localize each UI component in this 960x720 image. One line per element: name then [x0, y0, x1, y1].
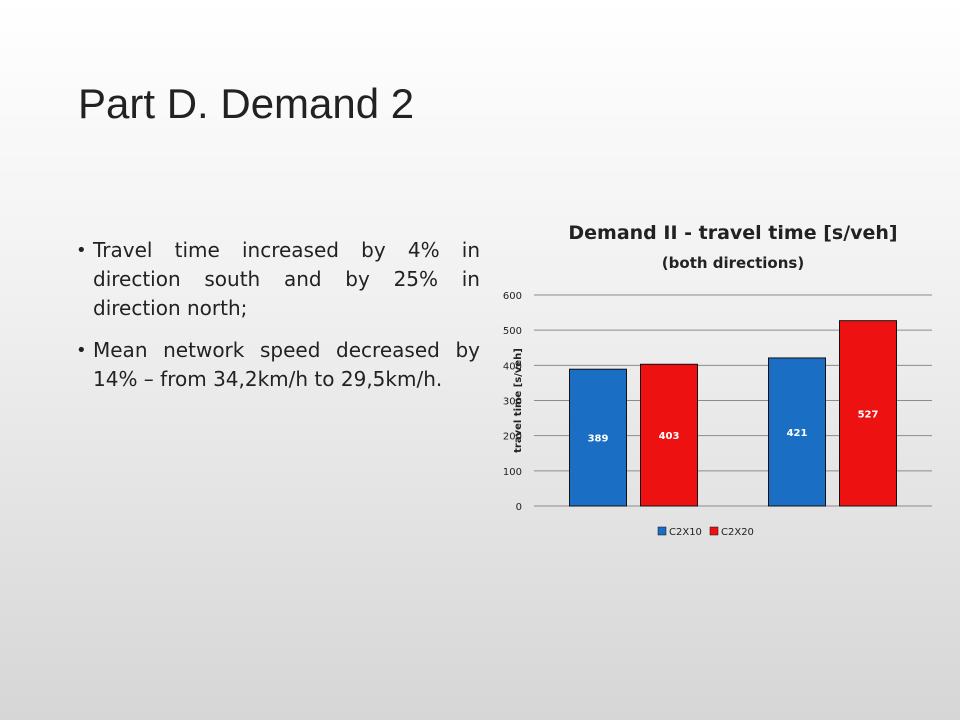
bullet-text: Travel time increased by 4% in direction… [93, 238, 480, 320]
y-axis-label: travel time [s/veh] [513, 348, 524, 453]
legend-swatch [709, 526, 719, 536]
chart-subtitle: (both directions) [661, 254, 805, 272]
legend-label: C2X10 [669, 527, 702, 538]
y-tick-label: 200 [503, 432, 522, 443]
bullet-list: • Travel time increased by 4% in directi… [76, 236, 480, 407]
chart-plot: 0 100 200 300 400 500 600 travel time [s/veh] 38… [503, 291, 932, 538]
bar-C2X20 [640, 363, 698, 507]
y-tick-label: 0 [516, 502, 522, 513]
chart: Demand II - travel time [s/veh] (both di… [500, 210, 940, 550]
legend-label: C2X20 [721, 527, 754, 538]
bar-C2X20 [839, 320, 897, 507]
chart-title: Demand II - travel time [s/veh] [568, 222, 898, 244]
y-tick-label: 600 [503, 291, 522, 302]
y-tick-label: 500 [503, 326, 522, 337]
y-tick-label: 100 [503, 467, 522, 478]
bullet-text: Mean network speed decreased by 14% – fr… [93, 338, 480, 391]
legend-swatch [657, 526, 667, 536]
bullet-item: • Mean network speed decreased by 14% – … [76, 336, 480, 394]
bar-C2X10 [768, 357, 826, 507]
data-label: 403 [659, 431, 680, 442]
slide-title: Part D. Demand 2 [78, 80, 415, 127]
bullet-item: • Travel time increased by 4% in directi… [76, 236, 480, 323]
bullet-dot-icon: • [76, 240, 87, 261]
data-label: 389 [588, 434, 609, 445]
y-tick-label: 400 [503, 361, 522, 372]
bullet-dot-icon: • [76, 340, 87, 361]
data-label: 421 [787, 428, 808, 439]
data-label: 527 [858, 409, 879, 420]
y-tick-label: 300 [503, 397, 522, 408]
bar-C2X10 [569, 368, 627, 507]
